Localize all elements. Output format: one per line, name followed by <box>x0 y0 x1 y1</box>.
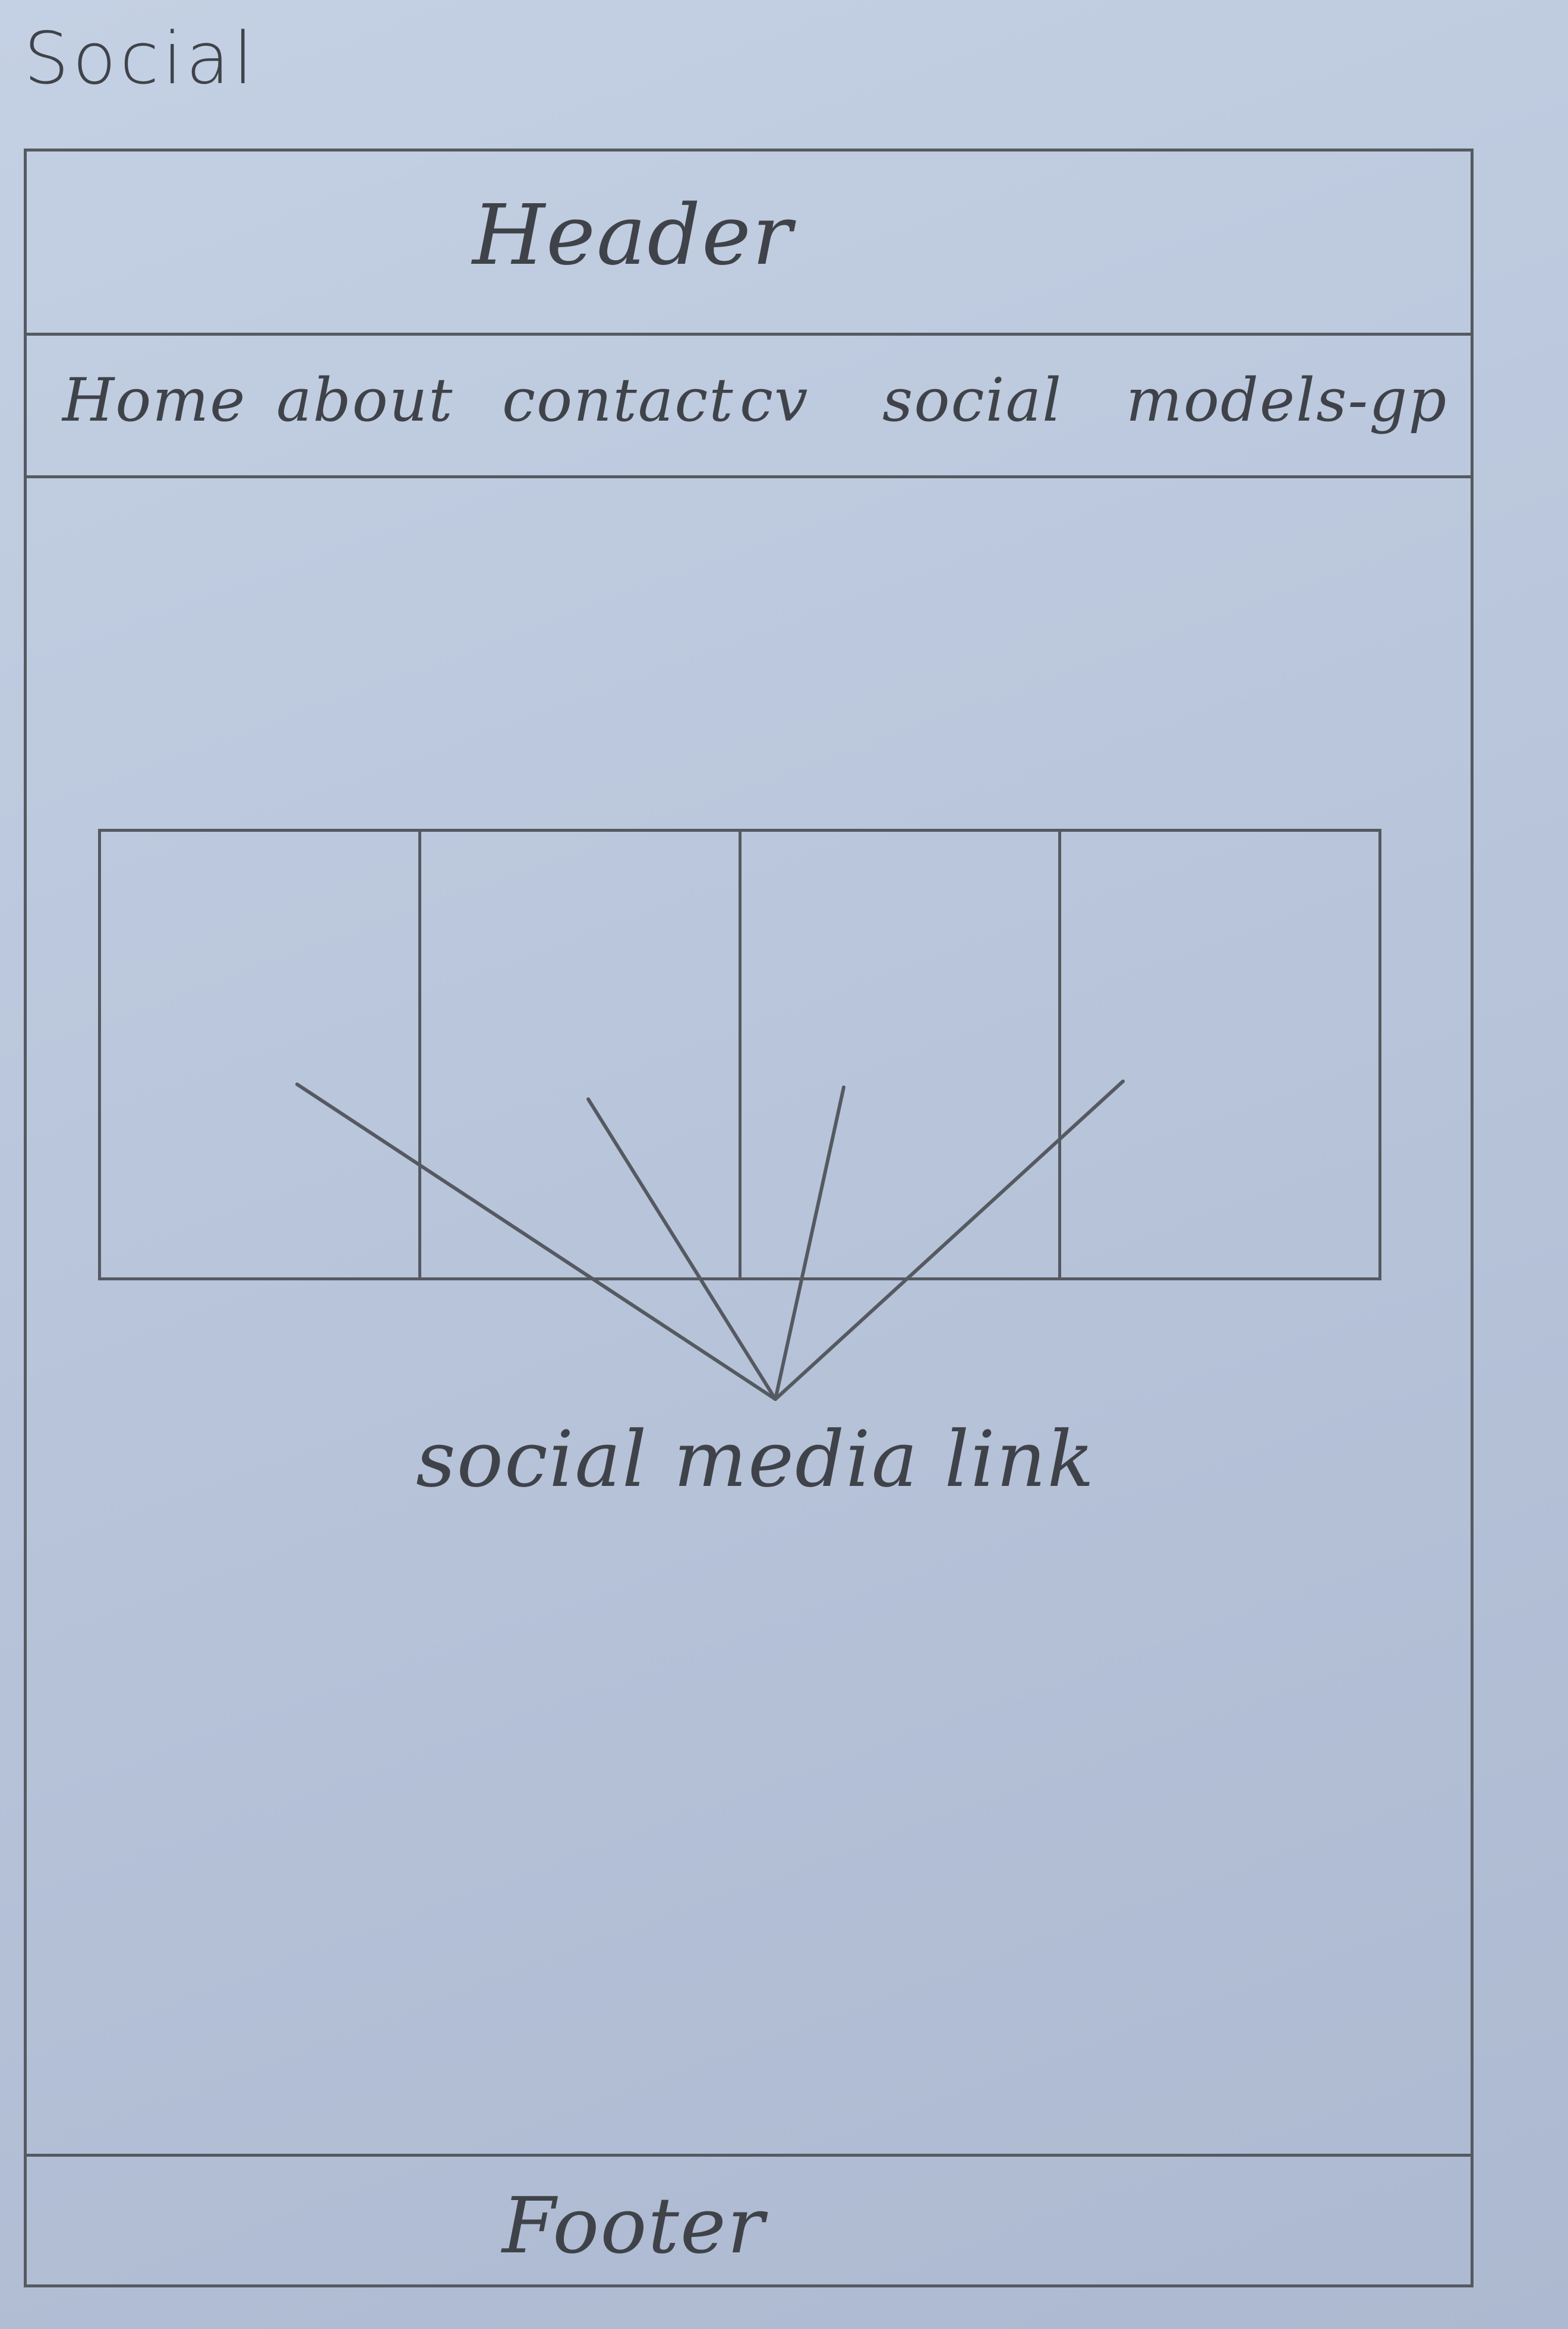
social-link-slot[interactable] <box>421 832 742 1277</box>
header-title: Header <box>472 187 793 284</box>
nav-item-home[interactable]: Home <box>62 365 247 435</box>
footer-title: Footer <box>502 2180 765 2271</box>
social-media-links-row <box>98 829 1381 1280</box>
page-frame: Header Home about contact cv social mode… <box>24 149 1474 2287</box>
nav-item-contact[interactable]: contact <box>502 365 734 435</box>
header: Header <box>27 152 1471 336</box>
nav-item-models-gp[interactable]: models-gp <box>1126 365 1448 435</box>
social-media-link-caption: social media link <box>416 1414 1096 1504</box>
social-link-slot[interactable] <box>742 832 1062 1277</box>
social-link-slot[interactable] <box>101 832 421 1277</box>
nav-item-about[interactable]: about <box>276 365 454 435</box>
nav-bar: Home about contact cv social models-gp <box>27 336 1471 478</box>
footer: Footer <box>27 2154 1471 2284</box>
social-link-slot[interactable] <box>1061 832 1378 1277</box>
nav-item-cv[interactable]: cv <box>740 365 809 435</box>
page-title: Social <box>24 18 257 100</box>
nav-item-social[interactable]: social <box>882 365 1063 435</box>
